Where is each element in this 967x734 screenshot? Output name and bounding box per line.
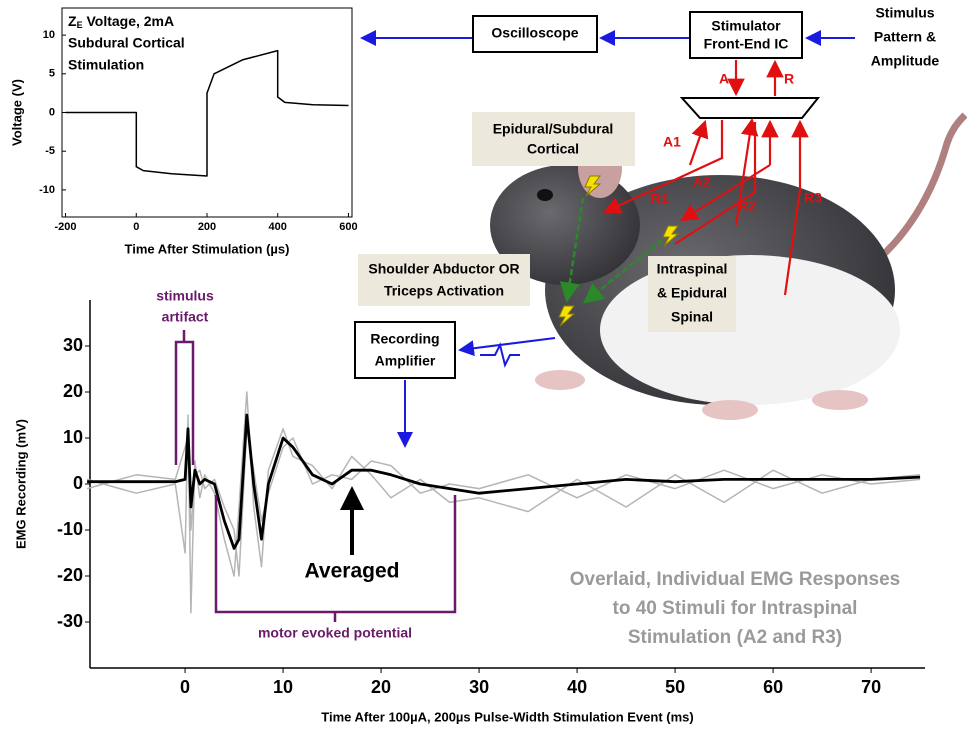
title-part: Voltage, 2mA — [83, 13, 175, 29]
multiplexer — [682, 98, 818, 118]
box-label: Oscilloscope — [491, 25, 578, 41]
annotation: artifact — [162, 309, 209, 325]
channel-label: A2 — [693, 174, 711, 190]
x-tick-label: 0 — [133, 221, 139, 233]
channel-label: R2 — [738, 198, 756, 214]
x-tick-label: -200 — [55, 221, 77, 233]
label: Amplitude — [871, 53, 940, 69]
label: & Epidural — [657, 285, 727, 301]
y-tick-label: -30 — [57, 611, 83, 631]
arrow — [460, 338, 555, 350]
x-tick-label: 400 — [269, 221, 287, 233]
y-tick-label: 10 — [43, 29, 55, 41]
annotation: Averaged — [305, 560, 400, 583]
channel-label: A — [719, 71, 729, 87]
y-tick-label: -10 — [57, 519, 83, 539]
x-tick-label: 10 — [273, 677, 293, 697]
figure: Oscilloscope Stimulator Front-End IC Sti… — [0, 0, 967, 734]
label: Cortical — [527, 141, 579, 157]
x-tick-label: 30 — [469, 677, 489, 697]
channel-label: R1 — [651, 191, 669, 207]
x-tick-label: 200 — [198, 221, 216, 233]
x-tick-label: 20 — [371, 677, 391, 697]
annotation: motor evoked potential — [258, 625, 412, 641]
x-axis-label: Time After 100µA, 200µs Pulse-Width Stim… — [321, 709, 693, 724]
label: Stimulus — [875, 5, 934, 21]
annotation: to 40 Stimuli for Intraspinal — [613, 598, 858, 619]
y-tick-label: 30 — [63, 335, 83, 355]
label: Intraspinal — [657, 261, 728, 277]
y-tick-label: -5 — [45, 145, 55, 157]
label: Spinal — [671, 309, 713, 325]
arrow — [690, 122, 705, 165]
y-axis-label: EMG Recording (mV) — [13, 419, 28, 549]
x-tick-label: 50 — [665, 677, 685, 697]
bracket — [216, 495, 455, 622]
inset-title: ZE Voltage, 2mA — [68, 13, 174, 31]
signal-icon — [480, 345, 520, 365]
y-tick-label: 10 — [63, 427, 83, 447]
annotation: Overlaid, Individual EMG Responses — [570, 569, 900, 590]
channel-label: A1 — [663, 134, 681, 150]
box-label: Recording — [370, 331, 439, 347]
box-label: Front-End IC — [704, 36, 789, 52]
x-tick-label: 60 — [763, 677, 783, 697]
box-label: Stimulator — [711, 18, 781, 34]
y-tick-label: 20 — [63, 381, 83, 401]
x-tick-label: 600 — [339, 221, 357, 233]
x-tick-label: 0 — [180, 677, 190, 697]
bracket — [176, 330, 193, 465]
annotation: Stimulation (A2 and R3) — [628, 627, 842, 648]
x-tick-label: 70 — [861, 677, 881, 697]
label: Shoulder Abductor OR — [368, 261, 519, 277]
x-axis-label: Time After Stimulation (µs) — [125, 241, 290, 256]
x-tick-label: 40 — [567, 677, 587, 697]
label: Epidural/Subdural — [493, 121, 614, 137]
data-line — [87, 429, 920, 576]
label: Pattern & — [874, 29, 936, 45]
box-label: Amplifier — [375, 353, 436, 369]
inset-title: Subdural Cortical — [68, 35, 185, 51]
y-tick-label: -10 — [39, 184, 55, 196]
y-tick-label: -20 — [57, 565, 83, 585]
y-tick-label: 0 — [73, 473, 83, 493]
channel-label: R3 — [804, 190, 822, 206]
y-tick-label: 5 — [49, 68, 55, 80]
annotation: stimulus — [156, 288, 214, 304]
y-axis-label: Voltage (V) — [9, 79, 24, 146]
inset-title: Stimulation — [68, 57, 144, 73]
channel-label: R — [784, 71, 794, 87]
label: Triceps Activation — [384, 283, 504, 299]
y-tick-label: 0 — [49, 106, 55, 118]
